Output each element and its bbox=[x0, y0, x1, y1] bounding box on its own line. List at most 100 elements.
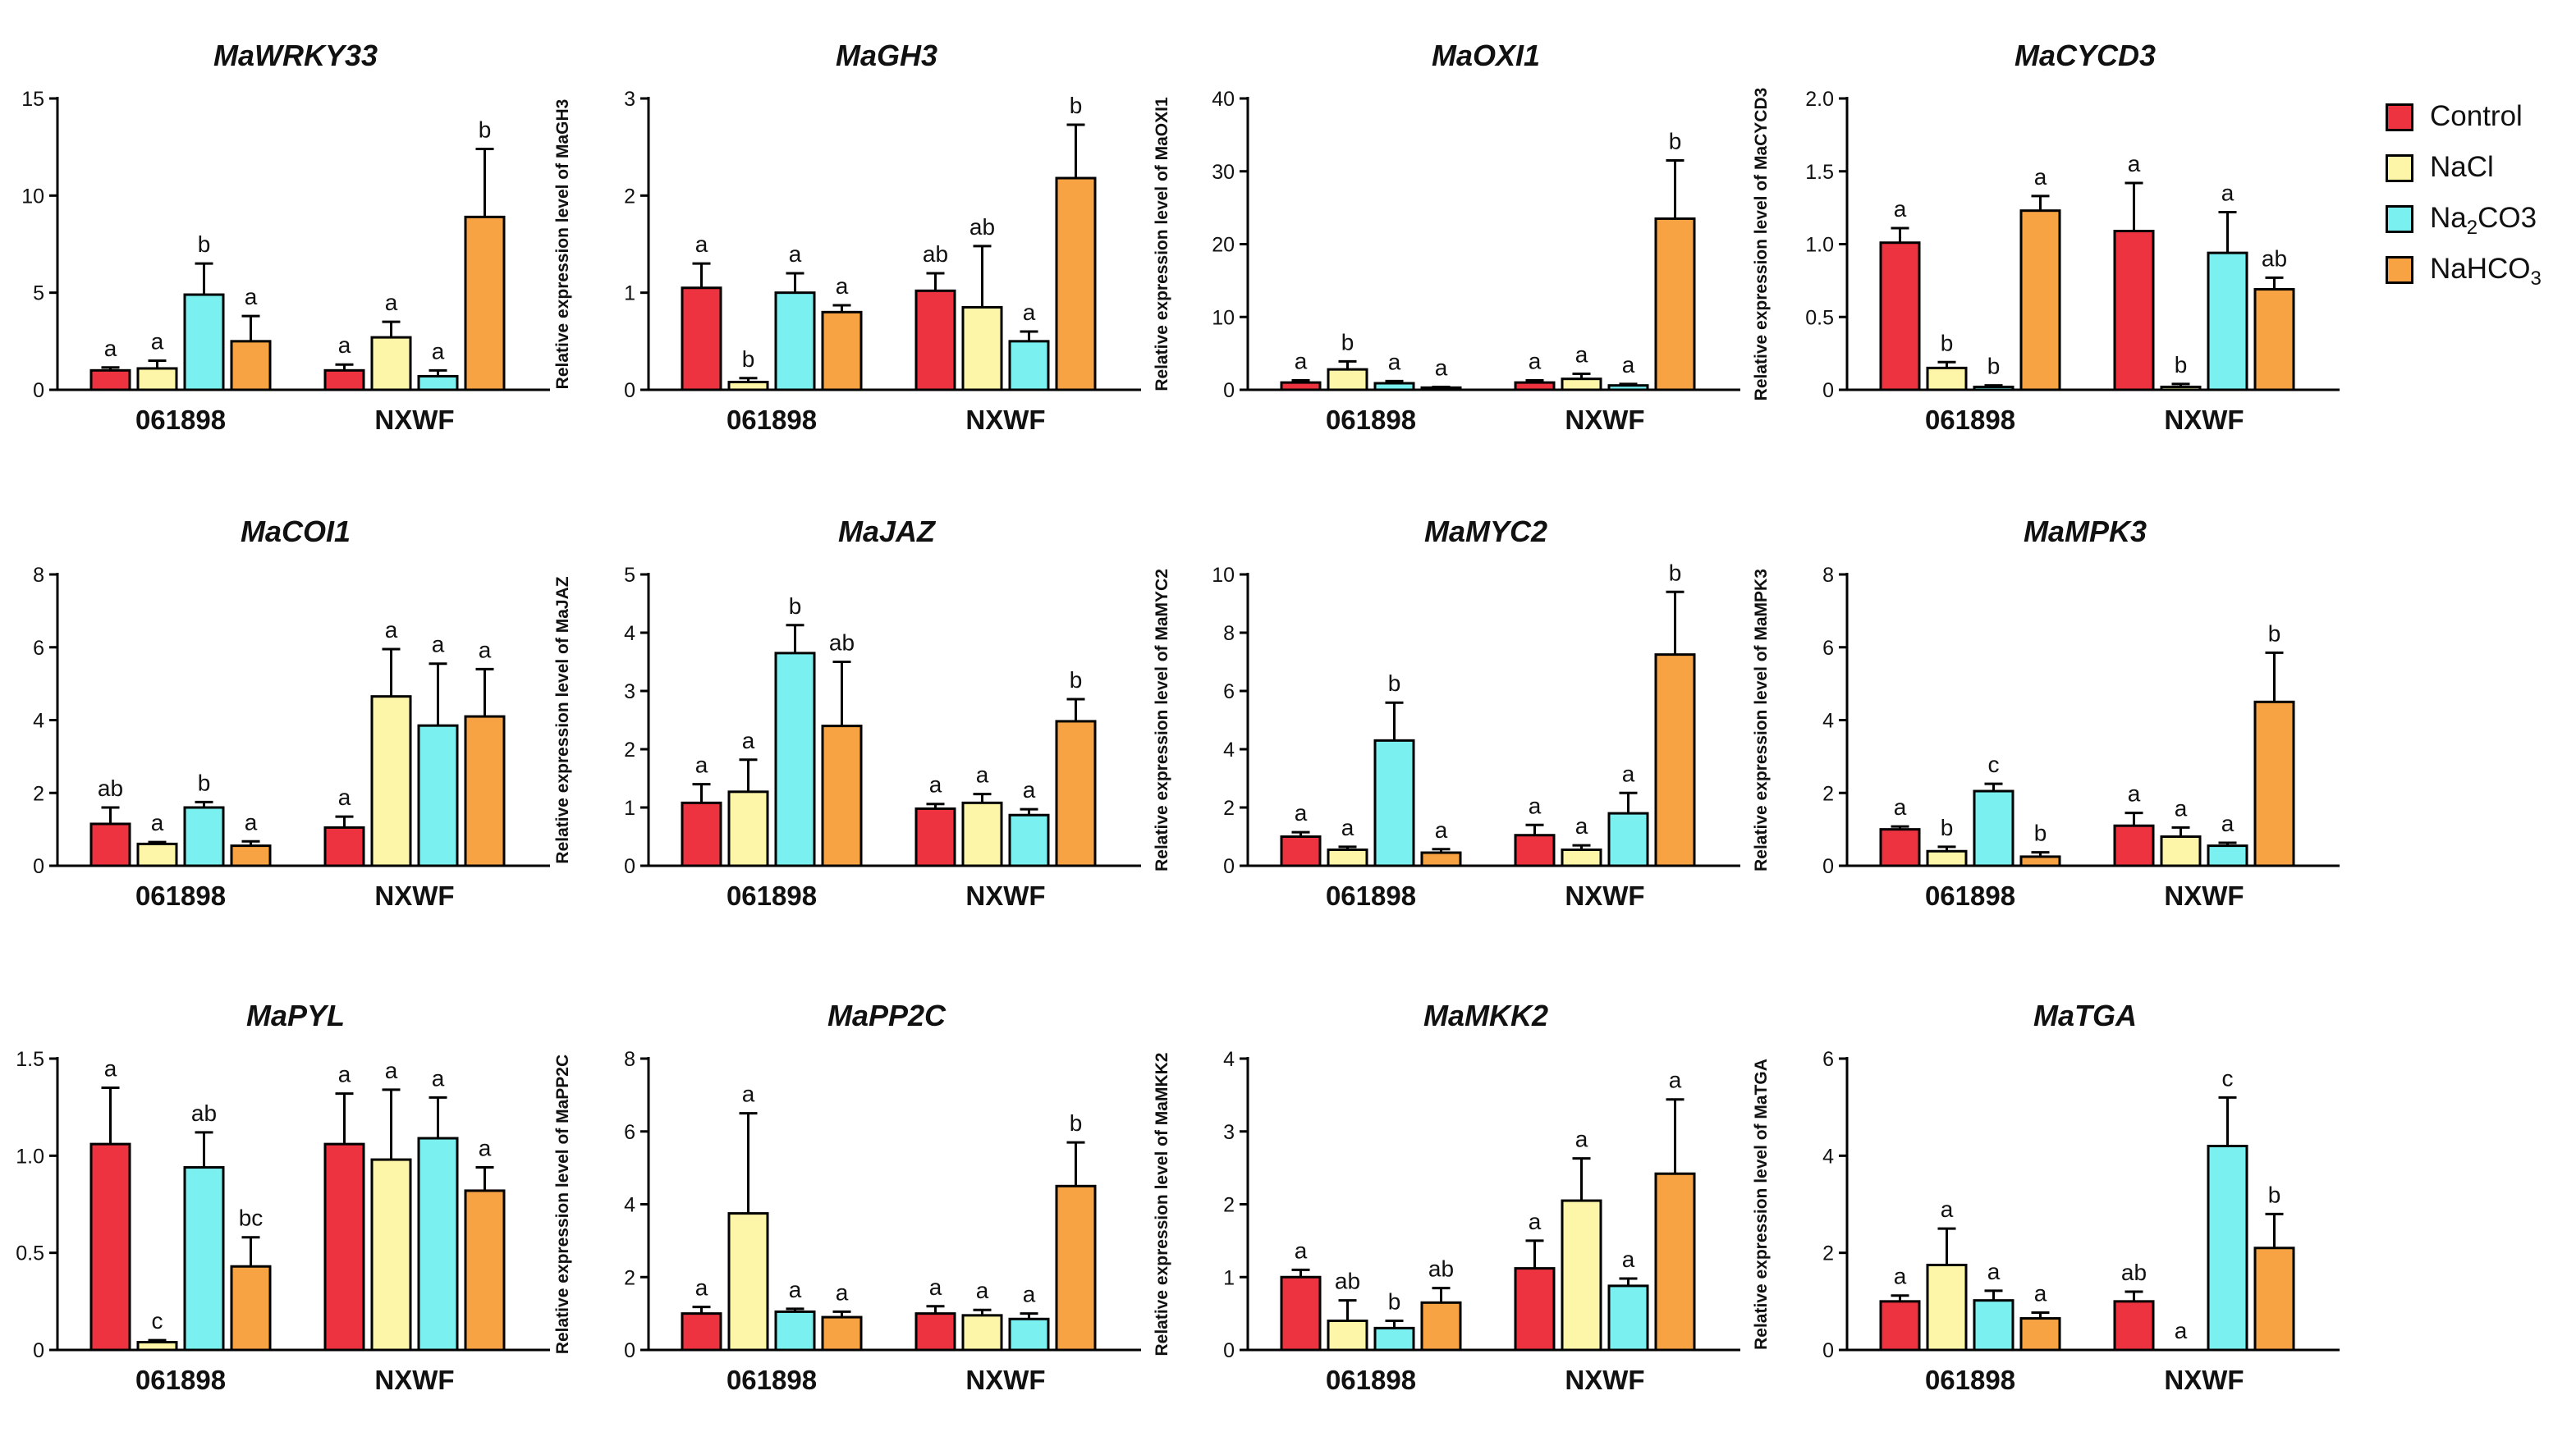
significance-letter: a bbox=[104, 336, 117, 361]
y-axis-label: Relative expression level of MaGH3 bbox=[553, 99, 572, 390]
bar-control-061898 bbox=[681, 1312, 722, 1352]
significance-letter: a bbox=[1987, 1259, 2001, 1284]
bar-nacl-nxwf bbox=[370, 695, 412, 867]
significance-letter: a bbox=[1295, 800, 1308, 826]
bar-control-061898 bbox=[89, 368, 131, 391]
significance-letter: a bbox=[742, 728, 755, 753]
y-tick-label: 1.0 bbox=[1805, 234, 1834, 257]
chart-title: MaGH3 bbox=[836, 39, 937, 72]
x-category-label: 061898 bbox=[1326, 1365, 1416, 1395]
significance-letter: ab bbox=[1335, 1269, 1360, 1294]
bar-control-061898 bbox=[1879, 1300, 1921, 1352]
bar-control-nxwf bbox=[1514, 1267, 1556, 1352]
bar-nacl-nxwf bbox=[2160, 835, 2202, 867]
bar-nahco3-nxwf bbox=[2253, 288, 2295, 391]
y-axis-label: Relative expression level of MaMPK3 bbox=[1752, 569, 1771, 872]
bar-nahco3-nxwf bbox=[2253, 1247, 2295, 1352]
y-tick-label: 0 bbox=[1223, 855, 1235, 878]
significance-letter: a bbox=[789, 1277, 802, 1302]
bar-na2co3-nxwf bbox=[417, 374, 459, 391]
y-tick-label: 2 bbox=[33, 782, 44, 805]
significance-letter: a bbox=[929, 1274, 942, 1300]
significance-letter: a bbox=[151, 329, 164, 355]
y-tick-label: 2 bbox=[1223, 797, 1235, 820]
significance-letter: b bbox=[1341, 329, 1354, 355]
bar-nahco3-061898 bbox=[1420, 851, 1462, 867]
significance-letter: a bbox=[695, 231, 708, 257]
significance-letter: b bbox=[198, 231, 211, 257]
y-tick-label: 3 bbox=[624, 88, 635, 111]
bar-na2co3-061898 bbox=[1373, 739, 1415, 867]
significance-letter: a bbox=[2221, 180, 2235, 205]
significance-letter: a bbox=[1622, 1247, 1635, 1272]
x-category-label: 061898 bbox=[1326, 405, 1416, 435]
significance-letter: a bbox=[385, 1058, 398, 1083]
significance-letter: a bbox=[1341, 815, 1354, 840]
x-category-label: 061898 bbox=[1925, 881, 2015, 911]
y-tick-label: 1 bbox=[624, 797, 635, 820]
legend-label-na2co3: Na2CO3 bbox=[2430, 202, 2537, 239]
significance-letter: b bbox=[1669, 560, 1682, 585]
significance-letter: a bbox=[1023, 300, 1036, 325]
significance-letter: b bbox=[1388, 670, 1401, 696]
significance-letter: a bbox=[1622, 761, 1635, 786]
chart-title: MaTGA bbox=[2033, 999, 2137, 1032]
significance-letter: a bbox=[245, 284, 258, 309]
x-category-label: 061898 bbox=[135, 881, 226, 911]
bar-control-nxwf bbox=[323, 1142, 365, 1352]
significance-letter: b bbox=[2268, 620, 2281, 646]
bar-nahco3-nxwf bbox=[2253, 700, 2295, 867]
significance-letter: ab bbox=[829, 630, 855, 656]
significance-letter: ab bbox=[2262, 245, 2287, 271]
bar-nahco3-nxwf bbox=[1654, 1172, 1696, 1352]
significance-letter: a bbox=[742, 1082, 755, 1107]
x-category-label: NXWF bbox=[374, 1365, 454, 1395]
y-tick-label: 8 bbox=[624, 1048, 635, 1071]
significance-letter: a bbox=[1575, 813, 1588, 839]
bar-na2co3-061898 bbox=[183, 293, 225, 391]
y-tick-label: 2 bbox=[624, 185, 635, 208]
legend-swatch-nahco3 bbox=[2386, 256, 2413, 284]
bar-na2co3-061898 bbox=[1973, 385, 2015, 391]
significance-letter: a bbox=[1894, 794, 1907, 820]
bar-nahco3-nxwf bbox=[1654, 653, 1696, 867]
y-tick-label: 1.0 bbox=[16, 1145, 44, 1168]
y-tick-label: 6 bbox=[1223, 680, 1235, 703]
legend-label-nahco3: NaHCO3 bbox=[2430, 253, 2542, 290]
y-axis-label: Relative expression level of MaJAZ bbox=[553, 576, 572, 863]
chart-mampk3: MaMPK3 Relative expression level of MaMPK… bbox=[1752, 515, 2340, 911]
bar-na2co3-061898 bbox=[183, 1166, 225, 1352]
chart-matga: MaTGA Relative expression level of MaTGA 0… bbox=[1752, 999, 2340, 1395]
y-tick-label: 3 bbox=[624, 680, 635, 703]
y-tick-label: 6 bbox=[1822, 637, 1834, 660]
significance-letter: a bbox=[338, 785, 351, 810]
bar-control-061898 bbox=[1280, 835, 1322, 867]
bar-nacl-nxwf bbox=[370, 336, 412, 391]
significance-letter: b bbox=[1987, 354, 2001, 379]
significance-letter: a bbox=[479, 637, 492, 662]
significance-letter: a bbox=[432, 338, 445, 364]
x-category-label: 061898 bbox=[1925, 1365, 2015, 1395]
bar-control-nxwf bbox=[914, 289, 956, 391]
bar-nacl-nxwf bbox=[1561, 1199, 1602, 1352]
chart-macoi1: MaCOI1Relative expression level of MaCOI… bbox=[33, 515, 550, 911]
significance-letter: a bbox=[151, 810, 164, 835]
bar-nacl-061898 bbox=[727, 381, 769, 391]
bar-na2co3-nxwf bbox=[417, 724, 459, 867]
y-tick-label: 0 bbox=[1822, 1339, 1834, 1362]
significance-letter: a bbox=[338, 1062, 351, 1087]
y-axis-label: Relative expression level of MaCYCD3 bbox=[1752, 88, 1771, 401]
chart-mapp2c: MaPP2C Relative expression level of MaPP2… bbox=[553, 999, 1141, 1395]
y-tick-label: 8 bbox=[1822, 564, 1834, 587]
bar-nahco3-nxwf bbox=[1654, 217, 1696, 391]
bar-control-061898 bbox=[681, 286, 722, 391]
significance-letter: a bbox=[1435, 817, 1448, 843]
x-category-label: 061898 bbox=[1326, 881, 1416, 911]
significance-letter: a bbox=[1941, 1196, 1954, 1222]
bar-control-nxwf bbox=[1514, 834, 1556, 867]
bar-nacl-061898 bbox=[1926, 1263, 1968, 1352]
significance-letter: a bbox=[2034, 1280, 2047, 1306]
significance-letter: b bbox=[1070, 93, 1083, 118]
y-tick-label: 8 bbox=[1223, 622, 1235, 645]
y-tick-label: 0 bbox=[1223, 1339, 1235, 1362]
